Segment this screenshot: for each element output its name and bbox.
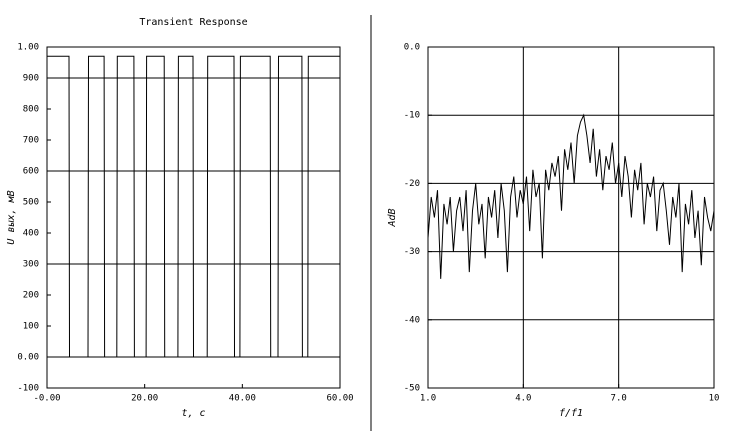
- signal-line: [47, 55, 340, 358]
- y-tick-label: -50: [404, 384, 420, 394]
- x-tick-label: 40.00: [229, 394, 256, 404]
- y-tick-label: 400: [23, 229, 39, 239]
- y-axis-label: U вых, мВ: [6, 190, 17, 244]
- x-tick-label: 7.0: [611, 394, 627, 404]
- y-tick-label: 600: [23, 167, 39, 177]
- y-tick-label: 1.00: [17, 43, 39, 53]
- y-tick-label: 200: [23, 291, 39, 301]
- y-tick-label: -20: [404, 179, 420, 189]
- chart-title: Transient Response: [139, 17, 247, 28]
- y-tick-label: 0.0: [404, 43, 420, 53]
- x-tick-label: 60.00: [326, 394, 353, 404]
- y-tick-label: -10: [404, 111, 420, 121]
- y-tick-label: -30: [404, 247, 420, 257]
- y-tick-label: 500: [23, 198, 39, 208]
- x-axis-label: f/f1: [559, 408, 583, 419]
- x-tick-label: -0.00: [33, 394, 60, 404]
- x-tick-label: 20.00: [131, 394, 158, 404]
- signal-line: [427, 113, 715, 279]
- y-tick-label: 800: [23, 105, 39, 115]
- x-tick-label: 1.0: [420, 394, 436, 404]
- y-tick-label: -40: [404, 315, 420, 325]
- y-tick-label: 900: [23, 74, 39, 84]
- x-axis-label: t, c: [181, 408, 205, 419]
- y-tick-label: 0.00: [17, 353, 39, 363]
- y-tick-label: 300: [23, 260, 39, 270]
- y-axis-label: AdB: [387, 208, 398, 227]
- x-tick-label: 10: [709, 394, 720, 404]
- y-tick-label: -100: [17, 384, 39, 394]
- y-tick-label: 100: [23, 322, 39, 332]
- plot-frame: [427, 46, 715, 389]
- plot-frame: [46, 46, 341, 389]
- y-tick-label: 700: [23, 136, 39, 146]
- x-tick-label: 4.0: [515, 394, 531, 404]
